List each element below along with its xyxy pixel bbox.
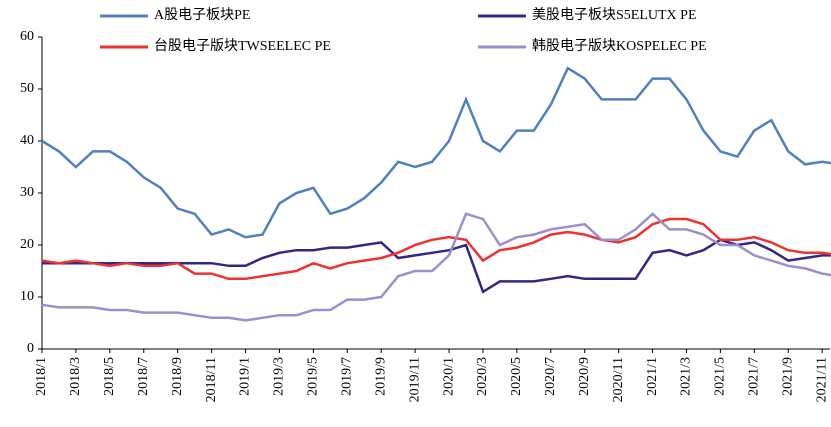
x-tick-label: 2020/9 [577, 357, 592, 396]
x-tick-label: 2020/1 [441, 357, 456, 396]
y-tick-label: 0 [27, 341, 34, 356]
x-tick-label: 2020/11 [611, 357, 626, 402]
y-tick-label: 60 [20, 29, 34, 44]
legend-label: 韩股电子版块KOSPELEC PE [532, 38, 707, 54]
x-tick-label: 2018/3 [68, 357, 83, 396]
y-tick-label: 40 [20, 133, 34, 148]
line [41, 66, 831, 239]
y-tick-label: 10 [20, 289, 34, 304]
x-tick-label: 2019/9 [373, 357, 388, 396]
legend-label: A股电子板块PE [154, 7, 250, 23]
x-tick-label: 2020/5 [509, 357, 524, 396]
x-tick-label: 2019/11 [407, 357, 422, 402]
x-tick-label: 2018/11 [204, 357, 219, 402]
x-tick-label: 2020/7 [543, 357, 558, 396]
y-tick-label: 50 [20, 81, 34, 96]
x-tick-label: 2018/7 [136, 357, 151, 396]
x-tick-label: 2020/3 [475, 357, 490, 396]
x-tick-label: 2021/5 [713, 357, 728, 396]
x-tick-label: 2018/1 [34, 357, 49, 396]
legend-label: 美股电子板块S5ELUTX PE [532, 7, 697, 23]
x-tick-label: 2018/5 [102, 357, 117, 396]
y-tick-label: 30 [20, 185, 34, 200]
x-tick-label: 2021/9 [780, 357, 795, 396]
x-tick-label: 2018/9 [170, 357, 185, 396]
x-tick-label: 2021/11 [814, 357, 829, 402]
x-tick-label: 2021/3 [679, 357, 694, 396]
line [41, 212, 831, 322]
line [41, 217, 831, 281]
x-tick-label: 2019/7 [339, 357, 354, 396]
x-tick-label: 2019/5 [306, 357, 321, 396]
x-tick-label: 2021/7 [747, 357, 762, 396]
x-tick-label: 2019/3 [272, 357, 287, 396]
x-tick-label: 2021/1 [645, 357, 660, 396]
y-tick-label: 20 [20, 237, 34, 252]
x-tick-label: 2019/1 [238, 357, 253, 396]
legend-label: 台股电子版块TWSEELEC PE [154, 38, 331, 54]
